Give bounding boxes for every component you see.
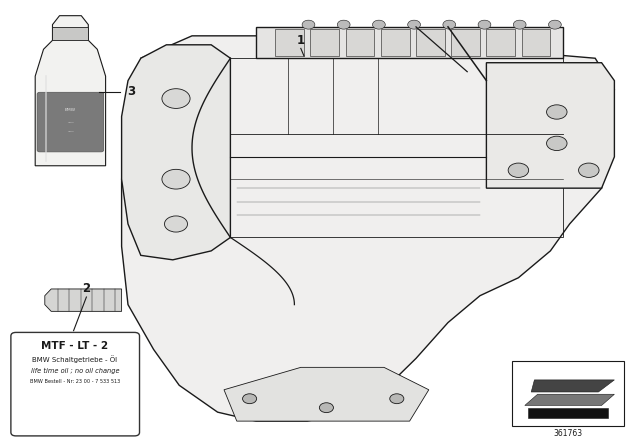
Polygon shape: [256, 27, 563, 58]
Text: 1: 1: [297, 34, 305, 47]
Text: ___: ___: [67, 119, 74, 123]
Text: life time oil ; no oil change: life time oil ; no oil change: [31, 368, 119, 374]
Circle shape: [164, 216, 188, 232]
Circle shape: [372, 20, 385, 29]
Circle shape: [243, 394, 257, 404]
Circle shape: [478, 20, 491, 29]
Circle shape: [408, 20, 420, 29]
Polygon shape: [522, 29, 550, 56]
Text: 361763: 361763: [554, 429, 583, 438]
Text: 3: 3: [127, 85, 135, 99]
Text: MTF - LT - 2: MTF - LT - 2: [42, 341, 108, 351]
Circle shape: [513, 20, 526, 29]
Polygon shape: [52, 27, 88, 40]
Text: BMW Bestell - Nr: 23 00 - 7 533 513: BMW Bestell - Nr: 23 00 - 7 533 513: [29, 379, 120, 384]
Circle shape: [337, 20, 350, 29]
Polygon shape: [512, 361, 624, 426]
Circle shape: [547, 136, 567, 151]
Circle shape: [302, 20, 315, 29]
Polygon shape: [528, 408, 608, 418]
Text: ___: ___: [67, 128, 74, 132]
Polygon shape: [416, 29, 445, 56]
Text: BMW: BMW: [65, 108, 76, 112]
Circle shape: [319, 403, 333, 413]
Text: BMW Schaltgetriebe - Öl: BMW Schaltgetriebe - Öl: [32, 355, 118, 363]
Polygon shape: [381, 29, 410, 56]
Circle shape: [547, 105, 567, 119]
Polygon shape: [346, 29, 374, 56]
Circle shape: [579, 163, 599, 177]
FancyBboxPatch shape: [11, 332, 140, 436]
FancyBboxPatch shape: [37, 92, 104, 152]
Polygon shape: [35, 16, 106, 166]
Polygon shape: [525, 394, 614, 405]
Polygon shape: [224, 367, 429, 421]
Polygon shape: [45, 289, 122, 311]
Circle shape: [390, 394, 404, 404]
Circle shape: [162, 169, 190, 189]
Polygon shape: [451, 29, 480, 56]
Polygon shape: [531, 380, 614, 392]
Polygon shape: [275, 29, 304, 56]
Polygon shape: [122, 36, 614, 421]
Polygon shape: [122, 45, 230, 260]
Polygon shape: [310, 29, 339, 56]
Circle shape: [162, 89, 190, 108]
Circle shape: [443, 20, 456, 29]
Polygon shape: [486, 63, 614, 188]
Polygon shape: [486, 29, 515, 56]
Text: 2: 2: [83, 282, 90, 296]
Circle shape: [508, 163, 529, 177]
Circle shape: [548, 20, 561, 29]
